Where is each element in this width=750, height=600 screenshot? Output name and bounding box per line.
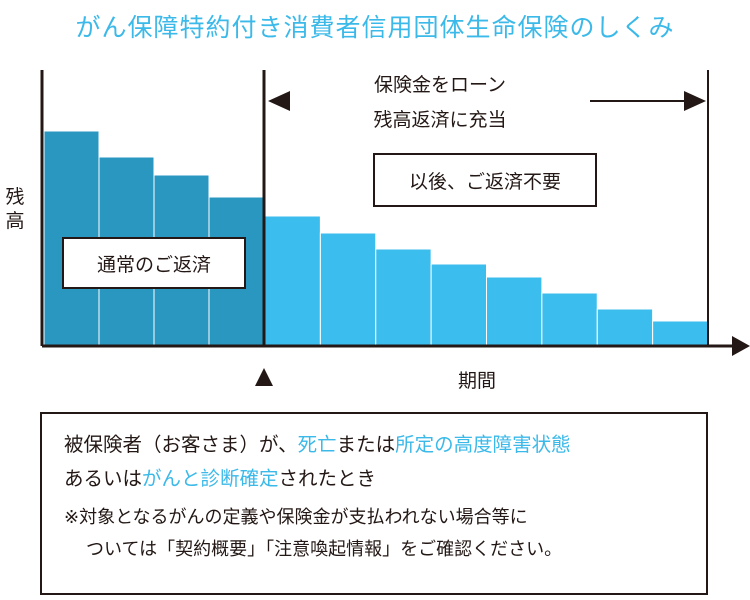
covered-balance-bar — [430, 263, 487, 346]
x-axis-arrowhead — [732, 336, 750, 356]
note-line-3: ※対象となるがんの定義や保険金が支払われない場合等に — [64, 507, 528, 528]
covered-balance-bar — [375, 248, 432, 346]
covered-balance-bar — [652, 320, 709, 346]
normal-repayment-label: 通常のご返済 — [62, 237, 246, 289]
coverage-label-line1: 保険金をローン — [373, 74, 507, 96]
note-insured-text: 被保険者（お客さま）が、 — [64, 433, 298, 456]
note-line-2: あるいはがんと診断確定されたとき — [64, 462, 684, 496]
page-title: がん保障特約付き消費者信用団体生命保険のしくみ — [75, 13, 675, 42]
event-marker-triangle — [255, 368, 273, 386]
note-alternatively-text: あるいは — [64, 467, 143, 490]
covered-balance-bar — [596, 308, 654, 346]
x-axis-label: 期間 — [458, 370, 497, 392]
coverage-label-line2: 残高返済に充当 — [373, 109, 507, 131]
covered-balance-bar — [319, 232, 377, 346]
note-or-text: または — [336, 433, 396, 456]
no-repayment-label: 以後、ご返済不要 — [373, 153, 597, 207]
condition-note-box: 被保険者（お客さま）が、死亡または所定の高度障害状態 あるいはがんと診断確定され… — [40, 412, 708, 595]
coverage-arrow-right-head — [684, 91, 706, 111]
covered-balance-bar — [486, 276, 543, 346]
coverage-arrow-left-head — [268, 91, 290, 111]
note-cancer-text: がんと診断確定 — [142, 467, 279, 490]
covered-balance-bar — [541, 292, 598, 346]
covered-balance-bar — [264, 215, 321, 346]
coverage-label: 保険金をローン 残高返済に充当 — [290, 68, 590, 138]
note-line-1: 被保険者（お客さま）が、死亡または所定の高度障害状態 — [64, 428, 684, 462]
y-axis-label: 残高 — [5, 186, 25, 232]
note-disability-text: 所定の高度障害状態 — [395, 433, 571, 456]
note-death-text: 死亡 — [297, 433, 337, 456]
note-when-text: されたとき — [278, 467, 377, 490]
note-line-4: ついては「契約概要」「注意喚起情報」をご確認ください。 — [86, 539, 563, 560]
